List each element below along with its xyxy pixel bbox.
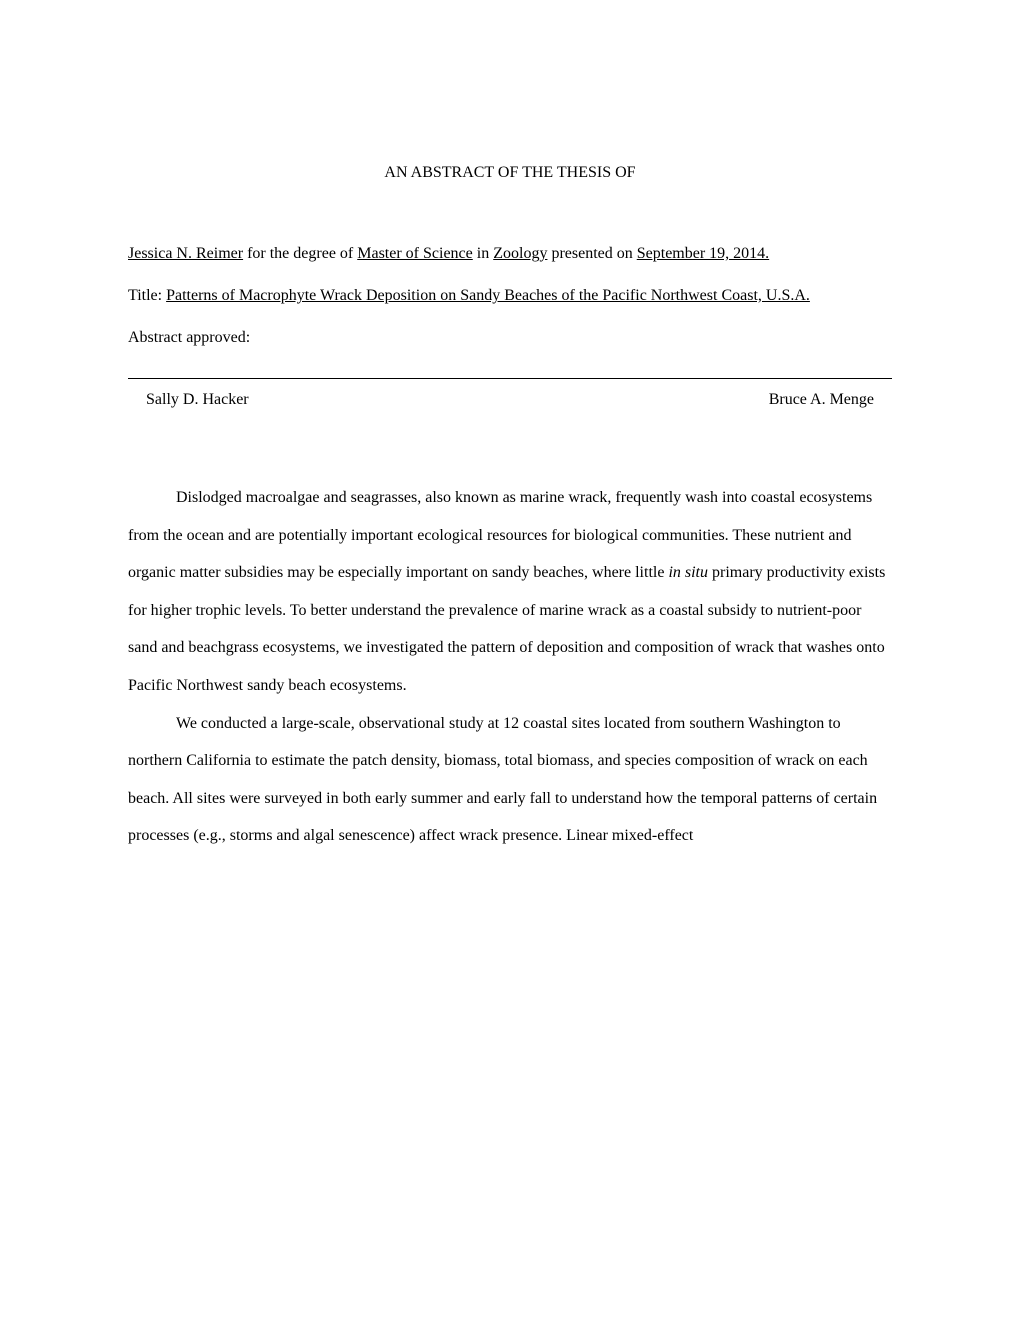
abstract-heading: AN ABSTRACT OF THE THESIS OF xyxy=(128,164,892,182)
abstract-paragraph-2: We conducted a large-scale, observationa… xyxy=(128,705,892,855)
title-label: Title: xyxy=(128,287,166,304)
p1-text-post: primary productivity exists for higher t… xyxy=(128,564,885,694)
thesis-title-line: Title: Patterns of Macrophyte Wrack Depo… xyxy=(128,284,892,308)
thesis-abstract-page: AN ABSTRACT OF THE THESIS OF Jessica N. … xyxy=(0,0,1020,955)
abstract-paragraph-1: Dislodged macroalgae and seagrasses, als… xyxy=(128,479,892,705)
department: Zoology xyxy=(493,245,547,262)
author-degree-line: Jessica N. Reimer for the degree of Mast… xyxy=(128,242,892,266)
degree-phrase-mid: in xyxy=(473,245,493,262)
author-name: Jessica N. Reimer xyxy=(128,245,243,262)
signer-left: Sally D. Hacker xyxy=(146,391,249,409)
signer-right: Bruce A. Menge xyxy=(769,391,874,409)
degree: Master of Science xyxy=(357,245,473,262)
thesis-title: Patterns of Macrophyte Wrack Deposition … xyxy=(166,287,810,304)
degree-phrase-pre: for the degree of xyxy=(243,245,357,262)
in-situ-italic: in situ xyxy=(668,564,708,581)
degree-phrase-post: presented on xyxy=(547,245,636,262)
presentation-date: September 19, 2014. xyxy=(637,245,769,262)
signature-line xyxy=(128,378,892,379)
signers-row: Sally D. Hacker Bruce A. Menge xyxy=(128,391,892,409)
thesis-meta: Jessica N. Reimer for the degree of Mast… xyxy=(128,242,892,350)
abstract-body: Dislodged macroalgae and seagrasses, als… xyxy=(128,479,892,855)
abstract-approved-label: Abstract approved: xyxy=(128,326,892,350)
